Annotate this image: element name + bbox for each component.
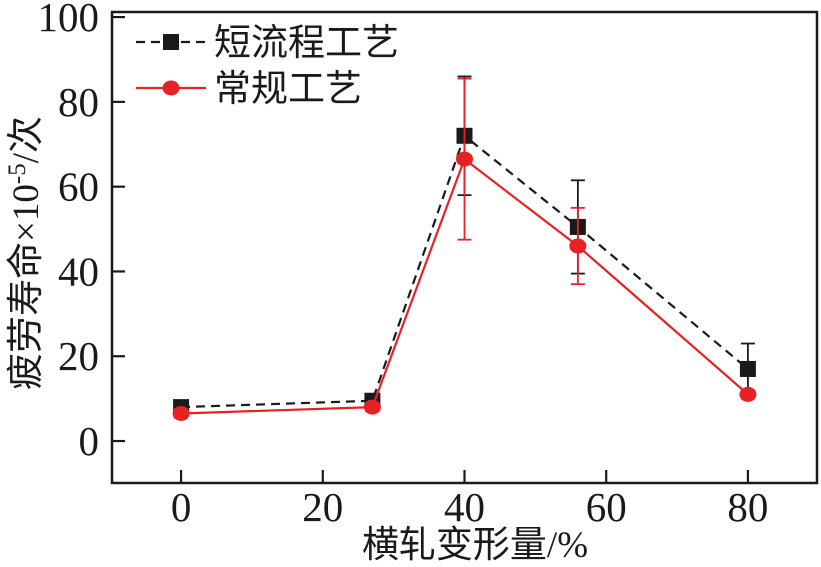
legend-label: 常规工艺 (214, 69, 362, 110)
x-axis-tick-label: 60 (586, 484, 627, 530)
axes-ticks: 0 20 40 60 80 0 20 40 60 80 100 (38, 0, 769, 530)
circle-marker (456, 151, 473, 167)
y-axis-title-unit: /次 (5, 116, 47, 163)
legend-item: 常规工艺 (136, 69, 362, 110)
y-axis-tick-label: 20 (58, 333, 99, 379)
circle-marker (739, 386, 757, 402)
circle-marker (569, 238, 587, 254)
series-conventional (172, 77, 757, 421)
x-axis-tick-label: 0 (171, 484, 192, 530)
x-axis-tick-label: 40 (444, 484, 485, 530)
y-axis-tick-label: 40 (58, 248, 99, 294)
y-axis-title-superscript: -5 (4, 163, 31, 184)
y-axis-title: 疲劳寿命×10-5/次 (4, 116, 47, 390)
legend-square-marker (163, 34, 179, 50)
x-axis-title: 横轧变形量/% (362, 524, 588, 566)
x-axis-tick-label: 20 (302, 484, 343, 530)
y-axis-title-main: 疲劳寿命×10 (5, 184, 47, 390)
circle-marker (172, 405, 190, 421)
y-axis-tick-label: 80 (58, 79, 99, 125)
y-axis-tick-label: 100 (38, 0, 100, 40)
circle-marker (363, 399, 381, 415)
plot-border (110, 10, 819, 485)
y-axis-tick-label: 0 (79, 418, 100, 464)
legend-circle-marker (162, 80, 180, 96)
x-axis-tick-label: 80 (727, 484, 768, 530)
legend-item: 短流程工艺 (136, 23, 399, 64)
square-marker (739, 360, 756, 377)
legend-label: 短流程工艺 (214, 23, 399, 64)
y-axis-tick-label: 60 (58, 164, 99, 210)
